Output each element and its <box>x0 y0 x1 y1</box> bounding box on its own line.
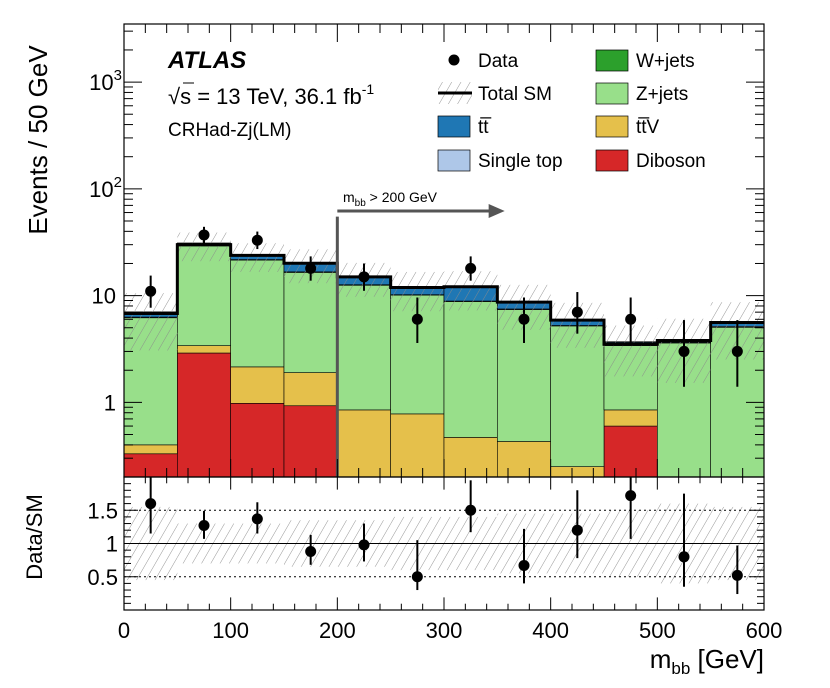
y-axis-label: Events / 50 GeV <box>23 45 53 235</box>
legend-swatch-wjets <box>596 50 628 71</box>
data-point-2 <box>252 235 263 246</box>
y-tick-label-0: 1 <box>104 390 116 415</box>
legend-label: tt̅V <box>636 117 660 138</box>
x-tick-label-3: 300 <box>426 618 463 643</box>
data-point-4 <box>359 271 370 282</box>
legend-swatch-diboson <box>596 150 628 171</box>
legend-label: Single top <box>478 151 563 172</box>
ratio-point-10 <box>679 551 690 562</box>
legend-item-w-jets: W+jets <box>596 50 695 72</box>
bar-ttv-7 <box>497 442 550 510</box>
data-point-8 <box>572 307 583 318</box>
legend-item-total-sm: Total SM <box>438 82 552 105</box>
legend-data-marker <box>449 55 460 66</box>
legend-swatch-ttv <box>596 116 628 137</box>
data-point-11 <box>732 346 743 357</box>
x-tick-label-2: 200 <box>319 618 356 643</box>
ratio-point-6 <box>465 505 476 516</box>
legend-item-single-top: Single top <box>438 150 563 172</box>
x-tick-label-6: 600 <box>746 618 783 643</box>
legend-label: Total SM <box>478 84 552 105</box>
cut-arrow-head <box>489 204 505 218</box>
legend-label: tt̅ <box>478 117 492 138</box>
bar-ttv-2 <box>231 367 284 403</box>
cut-annotation: mbb > 200 GeV <box>343 189 438 209</box>
legend-swatch-ttbar <box>438 116 470 137</box>
bar-ttv-4 <box>337 410 390 509</box>
x-tick-label-4: 400 <box>532 618 569 643</box>
bar-zjets-2 <box>231 260 284 367</box>
bar-zjets-3 <box>284 272 337 372</box>
data-point-10 <box>679 346 690 357</box>
energy-label: √s = 13 TeV, 36.1 fb-1 <box>168 81 374 109</box>
legend-item-z-jets: Z+jets <box>596 83 688 105</box>
ratio-tick-label-1: 1 <box>106 532 118 557</box>
bar-ttv-3 <box>284 373 337 406</box>
legend-label: Diboson <box>636 151 706 172</box>
ratio-point-11 <box>732 570 743 581</box>
bar-ttv-1 <box>177 346 230 353</box>
data-point-5 <box>412 314 423 325</box>
data-point-0 <box>145 286 156 297</box>
bar-diboson-2 <box>231 403 284 509</box>
legend-item-data: Data <box>449 51 519 72</box>
y-tick-label-1: 10 <box>92 284 116 309</box>
data-point-6 <box>465 263 476 274</box>
y-tick-label-3: 103 <box>89 67 122 95</box>
ratio-point-7 <box>519 560 530 571</box>
bar-diboson-1 <box>177 353 230 509</box>
x-tick-label-0: 0 <box>118 618 130 643</box>
data-point-9 <box>625 314 636 325</box>
data-point-7 <box>519 314 530 325</box>
x-axis-label: mbb [GeV] <box>650 644 764 678</box>
legend-swatch-zjets <box>596 83 628 104</box>
legend-item-tt-v: tt̅V <box>596 116 660 138</box>
ratio-point-2 <box>252 513 263 524</box>
ratio-point-8 <box>572 525 583 536</box>
y-tick-label-2: 102 <box>89 174 122 202</box>
data-point-1 <box>199 229 210 240</box>
bar-zjets-4 <box>337 285 390 410</box>
ratio-point-0 <box>145 498 156 509</box>
legend-label: Data <box>478 51 519 72</box>
region-label: CRHad-Zj(LM) <box>168 120 292 141</box>
ratio-point-1 <box>199 520 210 531</box>
bar-ttv-9 <box>604 410 657 426</box>
ratio-tick-label-2: 1.5 <box>87 498 118 523</box>
data-point-3 <box>305 263 316 274</box>
ratio-point-9 <box>625 490 636 501</box>
bar-diboson-3 <box>284 406 337 509</box>
legend-swatch-singletop <box>438 150 470 171</box>
bar-zjets-6 <box>444 302 497 438</box>
ratio-tick-label-0: 0.5 <box>87 565 118 590</box>
x-tick-label-5: 500 <box>639 618 676 643</box>
legend-item-diboson: Diboson <box>596 150 706 172</box>
ratio-point-5 <box>412 571 423 582</box>
bar-ttv-0 <box>124 445 177 454</box>
ratio-point-3 <box>305 546 316 557</box>
legend-label: W+jets <box>636 51 695 72</box>
atlas-label: ATLAS <box>167 47 246 74</box>
x-tick-label-1: 100 <box>212 618 249 643</box>
legend: Data W+jets Total SM Z+jets tt̅ tt̅V Single to… <box>438 50 706 172</box>
legend-label: Z+jets <box>636 84 688 105</box>
ratio-axis-label: Data/SM <box>22 494 47 580</box>
bar-ttv-5 <box>391 414 444 509</box>
ratio-point-4 <box>359 539 370 550</box>
legend-item-tt-: tt̅ <box>438 116 492 138</box>
